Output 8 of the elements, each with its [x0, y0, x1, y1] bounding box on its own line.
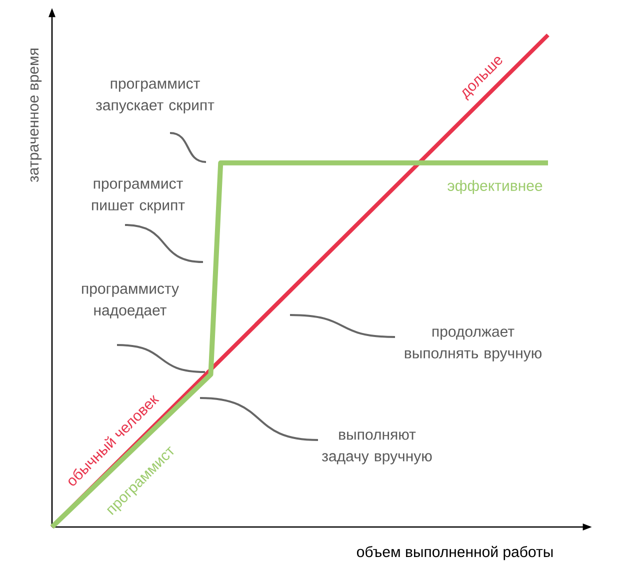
annotation: программисту надоедает	[82, 286, 179, 318]
annotation: продолжает выполнять вручную	[404, 328, 542, 362]
annotation: программист пишет скрипт	[92, 180, 185, 214]
y-axis-title: затраченное время	[30, 48, 42, 182]
annotation: программист запускает скрипт	[96, 80, 214, 114]
x-axis-title: объем выполненной работы	[356, 546, 553, 560]
annotation: эффективнее	[448, 180, 542, 194]
annotation: выполняют задачу вручную	[322, 432, 432, 464]
